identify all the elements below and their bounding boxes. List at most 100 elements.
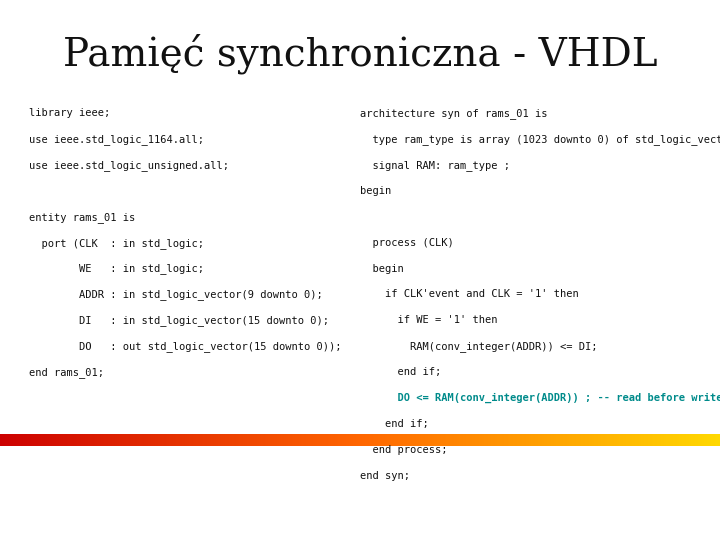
Bar — [261, 434, 264, 445]
Bar — [464, 434, 467, 445]
Bar — [661, 434, 663, 445]
Bar — [76, 434, 78, 445]
Bar — [66, 434, 69, 445]
Bar — [315, 434, 318, 445]
Bar — [304, 434, 307, 445]
Bar — [359, 434, 361, 445]
Bar — [246, 434, 249, 445]
Bar — [583, 434, 586, 445]
Bar — [685, 434, 688, 445]
Bar — [169, 434, 172, 445]
Text: DO   : out std_logic_vector(15 downto 0));: DO : out std_logic_vector(15 downto 0)); — [29, 341, 341, 352]
Bar — [23, 434, 26, 445]
Bar — [292, 434, 294, 445]
Text: DI   : in std_logic_vector(15 downto 0);: DI : in std_logic_vector(15 downto 0); — [29, 315, 329, 326]
Bar — [256, 434, 258, 445]
Bar — [108, 434, 111, 445]
Bar — [277, 434, 279, 445]
Bar — [124, 434, 127, 445]
Bar — [193, 434, 195, 445]
Bar — [101, 434, 104, 445]
Bar — [45, 434, 48, 445]
Bar — [205, 434, 208, 445]
Bar — [337, 434, 339, 445]
Bar — [150, 434, 152, 445]
Bar — [481, 434, 483, 445]
Bar — [174, 434, 177, 445]
Bar — [338, 434, 341, 445]
Bar — [407, 434, 409, 445]
Bar — [510, 434, 512, 445]
Bar — [383, 434, 386, 445]
Bar — [637, 434, 640, 445]
Bar — [86, 434, 89, 445]
Bar — [698, 434, 701, 445]
Bar — [688, 434, 690, 445]
Bar — [153, 434, 156, 445]
Bar — [52, 434, 55, 445]
Bar — [194, 434, 197, 445]
Text: signal RAM: ram_type ;: signal RAM: ram_type ; — [360, 160, 510, 171]
Bar — [160, 434, 163, 445]
Bar — [572, 434, 575, 445]
Bar — [382, 434, 384, 445]
Bar — [556, 434, 559, 445]
Bar — [593, 434, 595, 445]
Bar — [426, 434, 429, 445]
Bar — [521, 434, 523, 445]
Bar — [349, 434, 351, 445]
Bar — [644, 434, 647, 445]
Bar — [515, 434, 517, 445]
Bar — [677, 434, 679, 445]
Bar — [50, 434, 53, 445]
Bar — [421, 434, 423, 445]
Bar — [92, 434, 94, 445]
Bar — [390, 434, 393, 445]
Bar — [533, 434, 535, 445]
Bar — [612, 434, 615, 445]
Bar — [186, 434, 188, 445]
Bar — [486, 434, 489, 445]
Bar — [223, 434, 226, 445]
Bar — [119, 434, 121, 445]
Bar — [229, 434, 231, 445]
Bar — [346, 434, 348, 445]
Bar — [369, 434, 372, 445]
Bar — [603, 434, 606, 445]
Text: entity rams_01 is: entity rams_01 is — [29, 212, 135, 222]
Bar — [649, 434, 652, 445]
Bar — [209, 434, 212, 445]
Bar — [683, 434, 685, 445]
Bar — [181, 434, 184, 445]
Bar — [311, 434, 314, 445]
Bar — [673, 434, 676, 445]
Bar — [283, 434, 285, 445]
Bar — [158, 434, 161, 445]
Bar — [89, 434, 91, 445]
Bar — [184, 434, 186, 445]
Bar — [618, 434, 620, 445]
Bar — [270, 434, 272, 445]
Bar — [306, 434, 308, 445]
Bar — [614, 434, 616, 445]
Bar — [479, 434, 481, 445]
Bar — [68, 434, 71, 445]
Bar — [693, 434, 696, 445]
Bar — [6, 434, 8, 445]
Bar — [455, 434, 458, 445]
Bar — [433, 434, 436, 445]
Bar — [623, 434, 625, 445]
Bar — [104, 434, 107, 445]
Bar — [121, 434, 123, 445]
Bar — [281, 434, 284, 445]
Bar — [452, 434, 454, 445]
Bar — [380, 434, 382, 445]
Bar — [351, 434, 354, 445]
Bar — [551, 434, 553, 445]
Bar — [558, 434, 560, 445]
Bar — [397, 434, 400, 445]
Bar — [387, 434, 390, 445]
Bar — [675, 434, 678, 445]
Bar — [71, 434, 73, 445]
Bar — [443, 434, 445, 445]
